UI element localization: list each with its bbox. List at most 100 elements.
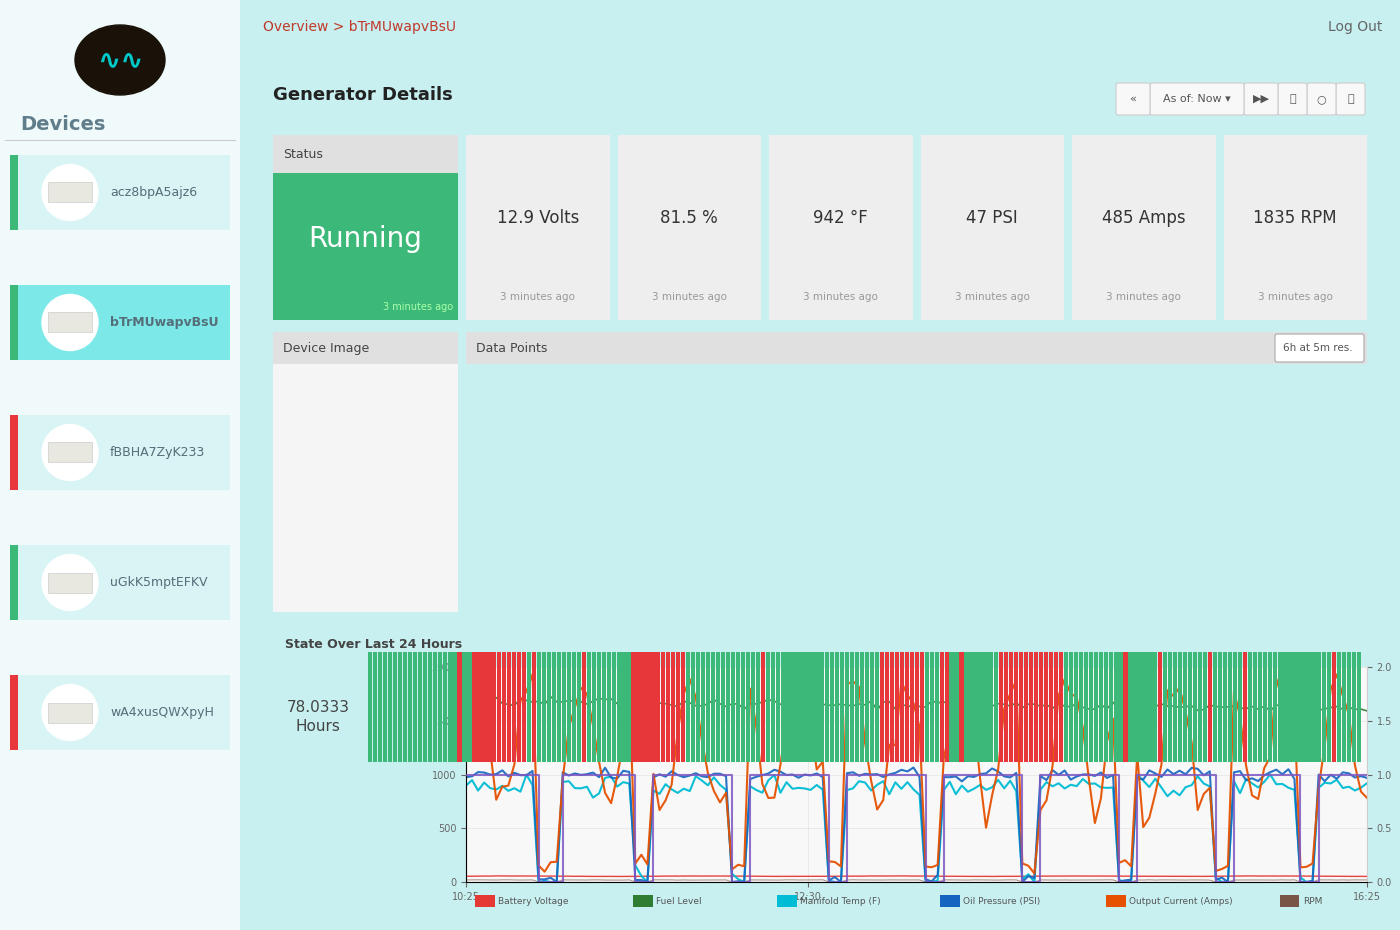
Text: 3 minutes ago: 3 minutes ago: [955, 292, 1029, 302]
Bar: [1058, 652, 1063, 762]
Text: Output Current (Amps): Output Current (Amps): [1130, 897, 1233, 906]
Bar: [1179, 652, 1183, 762]
Bar: [1154, 652, 1158, 762]
Bar: [974, 652, 979, 762]
Text: Log Out: Log Out: [1329, 20, 1383, 34]
Bar: [661, 652, 665, 762]
Text: Oil Pressure (PSI): Oil Pressure (PSI): [963, 897, 1040, 906]
Bar: [1163, 652, 1168, 762]
Text: «: «: [1130, 94, 1137, 104]
Text: 3 minutes ago: 3 minutes ago: [382, 302, 454, 312]
Text: 3 minutes ago: 3 minutes ago: [500, 292, 575, 302]
Bar: [855, 652, 860, 762]
Bar: [48, 573, 92, 592]
Text: 3 minutes ago: 3 minutes ago: [652, 292, 727, 302]
Bar: [571, 652, 575, 762]
Bar: [1208, 652, 1212, 762]
Bar: [777, 895, 797, 907]
Bar: [1128, 652, 1133, 762]
Bar: [715, 652, 720, 762]
Bar: [557, 652, 561, 762]
Bar: [517, 652, 521, 762]
Bar: [1173, 652, 1177, 762]
Bar: [1312, 652, 1316, 762]
Bar: [641, 652, 645, 762]
Bar: [1267, 652, 1271, 762]
Bar: [1023, 652, 1028, 762]
Bar: [939, 895, 960, 907]
Bar: [785, 652, 790, 762]
Bar: [10, 545, 230, 620]
Text: ○: ○: [1316, 94, 1326, 104]
Bar: [895, 652, 899, 762]
Bar: [10, 415, 230, 490]
Bar: [945, 652, 949, 762]
Bar: [682, 652, 686, 762]
Bar: [770, 652, 774, 762]
Text: Generator Details: Generator Details: [273, 86, 452, 104]
Bar: [438, 652, 442, 762]
Bar: [1238, 652, 1242, 762]
Bar: [1212, 652, 1217, 762]
Bar: [1343, 652, 1347, 762]
Bar: [452, 652, 456, 762]
Bar: [596, 652, 601, 762]
Bar: [959, 652, 963, 762]
Bar: [1138, 652, 1142, 762]
Bar: [949, 652, 953, 762]
Bar: [10, 415, 18, 490]
Bar: [935, 652, 939, 762]
Text: fBBHA7ZyK233: fBBHA7ZyK233: [111, 446, 206, 459]
Text: 47 PSI: 47 PSI: [966, 208, 1018, 227]
Bar: [1054, 652, 1058, 762]
Bar: [637, 652, 641, 762]
Bar: [910, 652, 914, 762]
Bar: [1278, 652, 1282, 762]
Bar: [1189, 652, 1193, 762]
Bar: [512, 652, 517, 762]
Bar: [984, 652, 988, 762]
Circle shape: [42, 554, 98, 610]
Bar: [820, 652, 825, 762]
Bar: [407, 652, 412, 762]
Bar: [10, 675, 18, 750]
Bar: [388, 652, 392, 762]
Bar: [532, 652, 536, 762]
Bar: [552, 652, 556, 762]
Bar: [493, 652, 497, 762]
Bar: [1044, 652, 1049, 762]
Bar: [538, 652, 542, 762]
Bar: [885, 652, 889, 762]
Bar: [825, 652, 829, 762]
FancyBboxPatch shape: [1275, 334, 1364, 362]
Bar: [622, 652, 626, 762]
Bar: [1123, 652, 1127, 762]
Text: RPM: RPM: [1303, 897, 1323, 906]
Bar: [472, 652, 476, 762]
Bar: [1113, 652, 1117, 762]
Bar: [507, 652, 511, 762]
Text: Running: Running: [308, 224, 423, 253]
Bar: [900, 652, 904, 762]
Bar: [522, 652, 526, 762]
Bar: [458, 652, 462, 762]
Bar: [10, 285, 230, 360]
Bar: [606, 652, 610, 762]
Bar: [526, 652, 531, 762]
Bar: [1327, 652, 1331, 762]
Bar: [1288, 652, 1292, 762]
Text: ▶▶: ▶▶: [1253, 94, 1270, 104]
Bar: [273, 135, 458, 173]
Bar: [1243, 652, 1247, 762]
Bar: [1106, 895, 1126, 907]
Bar: [1228, 652, 1232, 762]
Bar: [547, 652, 552, 762]
Bar: [875, 652, 879, 762]
Text: 3 minutes ago: 3 minutes ago: [1257, 292, 1333, 302]
Bar: [602, 652, 606, 762]
Bar: [433, 652, 437, 762]
Bar: [965, 652, 969, 762]
Bar: [1282, 652, 1287, 762]
Bar: [830, 652, 834, 762]
Text: 81.5 %: 81.5 %: [661, 208, 718, 227]
